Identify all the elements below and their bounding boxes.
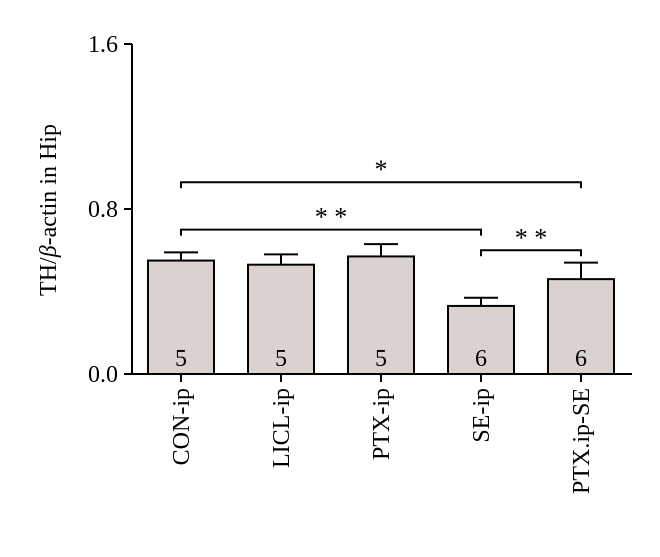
x-tick-label: PTX.ip-SE: [569, 388, 595, 494]
bracket-line: [180, 228, 482, 236]
x-tick-label: SE-ip: [469, 388, 495, 443]
significance-label: * *: [515, 223, 548, 252]
y-tick-label: 0.8: [88, 197, 118, 223]
y-axis-label: TH/β-actin in Hip: [36, 124, 62, 296]
bars: 5 5 5 6 6: [147, 243, 615, 375]
bar-se-ip: [447, 304, 515, 375]
y-tick-label: 1.6: [88, 32, 118, 58]
x-tick-label: LICL-ip: [269, 388, 295, 468]
significance-label: * *: [315, 203, 348, 232]
n-label: 5: [275, 346, 287, 372]
n-label: 5: [375, 346, 387, 372]
significance-bracket: * *: [480, 223, 582, 257]
significance-label: *: [375, 155, 388, 184]
significance-bracket: *: [180, 155, 582, 189]
x-tick-label: PTX-ip: [369, 388, 395, 460]
significance-brackets: * * * * *: [180, 155, 582, 257]
y-axis-label-symbol: β: [36, 245, 62, 258]
axes: 0.0 0.8 1.6 CON-ip LICL-ip PTX-ip SE-ip PTX.ip-…: [88, 32, 632, 494]
bracket-line: [480, 249, 582, 257]
significance-bracket: * *: [180, 203, 482, 236]
n-label: 6: [475, 346, 487, 372]
bar-licl-ip: [247, 263, 315, 375]
y-axis-label-prefix: TH/: [36, 257, 62, 296]
n-label: 5: [175, 346, 187, 372]
y-tick-label: 0.0: [88, 362, 118, 388]
n-label: 6: [575, 346, 587, 372]
bracket-line: [180, 181, 582, 189]
x-tick-label: CON-ip: [169, 388, 195, 465]
y-axis-label-suffix: -actin in Hip: [36, 124, 62, 245]
